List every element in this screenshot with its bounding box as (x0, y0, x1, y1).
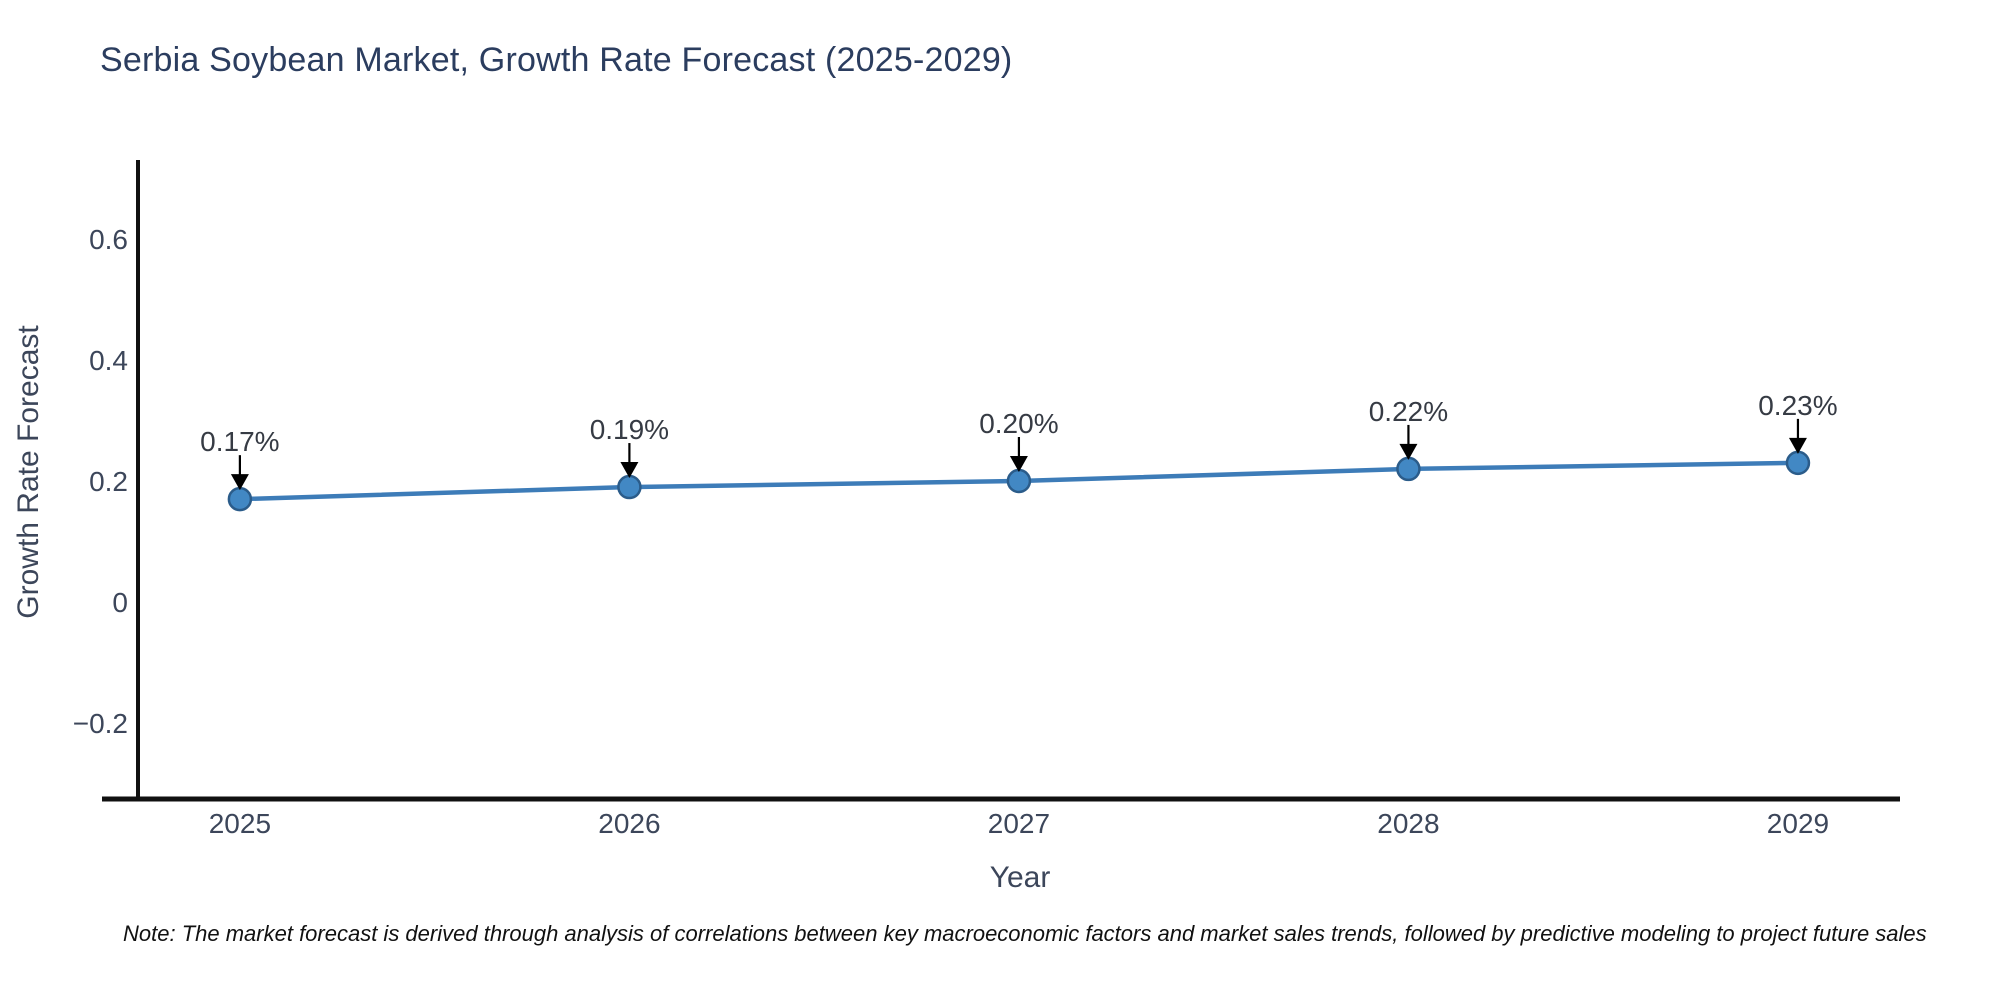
y-tick-label: −0.2 (73, 708, 128, 739)
annotation-arrow-head-icon (1788, 437, 1807, 454)
x-tick-label: 2027 (988, 808, 1050, 839)
y-tick-label: 0.4 (89, 345, 128, 376)
x-tick-label: 2029 (1767, 808, 1829, 839)
data-point-marker (617, 474, 642, 500)
y-tick-label: 0 (112, 587, 128, 618)
annotation-arrow-head-icon (620, 462, 639, 479)
y-axis-title: Growth Rate Forecast (12, 325, 45, 619)
data-point-label: 0.22% (1369, 396, 1448, 427)
data-point-marker (1396, 456, 1421, 482)
data-point-marker (227, 486, 253, 512)
annotation-arrow-head-icon (1399, 443, 1418, 460)
footnote: Note: The market forecast is derived thr… (123, 921, 1927, 946)
data-point-marker (1006, 468, 1032, 494)
data-point-label: 0.23% (1758, 390, 1837, 421)
y-tick-label: 0.2 (89, 466, 128, 497)
annotation-arrow-head-icon (230, 474, 249, 491)
chart-title: Serbia Soybean Market, Growth Rate Forec… (100, 41, 1013, 79)
x-tick-label: 2028 (1377, 808, 1439, 839)
data-point-label: 0.20% (979, 408, 1058, 439)
data-point-label: 0.19% (590, 414, 669, 445)
data-point-label: 0.17% (200, 426, 279, 457)
data-point-marker (1785, 450, 1811, 476)
annotation-arrow-head-icon (1009, 456, 1028, 473)
y-tick-label: 0.6 (89, 224, 128, 255)
x-axis-title: Year (990, 861, 1051, 894)
x-tick-label: 2025 (209, 808, 271, 839)
x-tick-label: 2026 (598, 808, 660, 839)
